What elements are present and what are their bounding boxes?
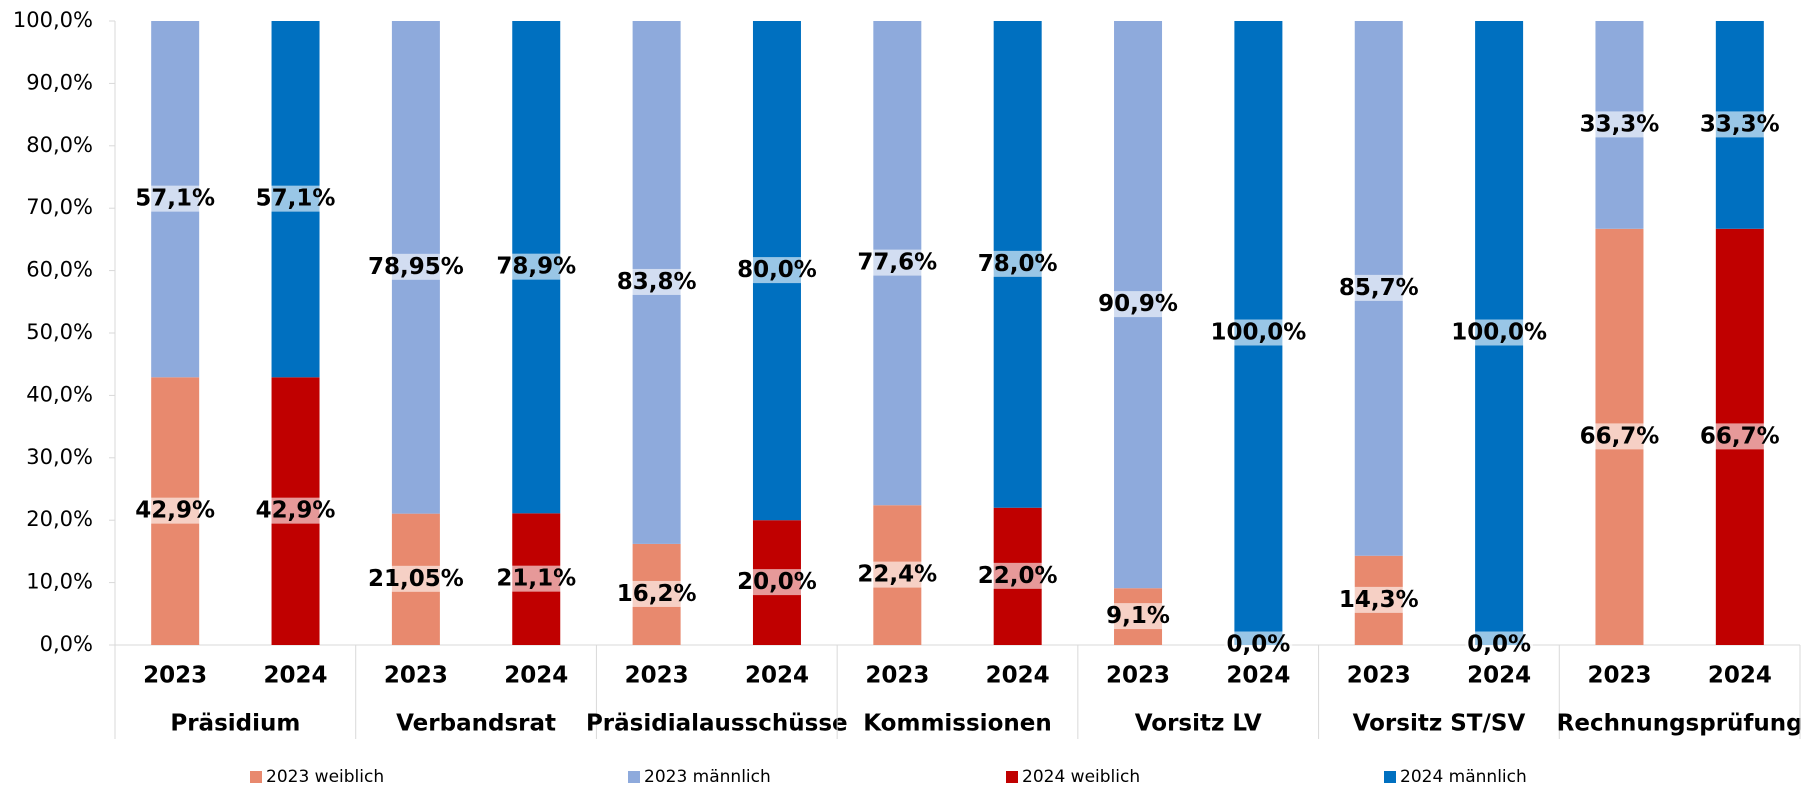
- label-box: [1224, 631, 1293, 658]
- group-label: Kommissionen: [863, 711, 1051, 737]
- data-label: 83,8%: [617, 269, 697, 295]
- y-tick-label: 50,0%: [26, 320, 93, 344]
- x-tick-label: 2023: [1347, 663, 1411, 689]
- label-box: [133, 497, 218, 524]
- label-box: [1104, 603, 1172, 630]
- label-box: [253, 185, 338, 212]
- label-box: [855, 561, 940, 588]
- y-tick-label: 0,0%: [40, 632, 93, 656]
- x-tick-label: 2023: [1587, 663, 1651, 689]
- y-tick-label: 30,0%: [26, 445, 93, 469]
- group-label: Rechnungsprüfung: [1557, 711, 1802, 737]
- label-box: [1465, 631, 1534, 658]
- data-label: 78,95%: [368, 254, 464, 280]
- legend-label: 2024 männlich: [1400, 767, 1527, 786]
- label-box: [133, 185, 218, 212]
- legend-swatch: [628, 771, 640, 783]
- data-label: 33,3%: [1580, 111, 1660, 137]
- x-tick-label: 2023: [1106, 663, 1170, 689]
- label-box: [1449, 319, 1550, 346]
- x-tick-label: 2023: [865, 663, 929, 689]
- data-label: 90,9%: [1098, 291, 1178, 317]
- x-tick-label: 2023: [384, 663, 448, 689]
- data-label: 14,3%: [1339, 587, 1419, 613]
- label-box: [855, 249, 940, 276]
- legend-swatch: [250, 771, 262, 783]
- data-label: 0,0%: [1226, 632, 1290, 658]
- data-label: 33,3%: [1700, 111, 1780, 137]
- y-tick-label: 100,0%: [13, 8, 93, 32]
- label-box: [735, 257, 819, 284]
- label-box: [1208, 319, 1309, 346]
- label-box: [975, 250, 1060, 277]
- legend-label: 2024 weiblich: [1022, 767, 1140, 786]
- data-label: 80,0%: [737, 257, 817, 283]
- group-label: Verbandsrat: [396, 711, 556, 737]
- y-tick-label: 20,0%: [26, 507, 93, 531]
- data-label: 66,7%: [1700, 423, 1780, 449]
- data-labels: 42,9% 57,1% 42,9% 57,1% 21,05% 78,95% 21,1% 78,…: [133, 111, 1782, 658]
- data-label: 22,0%: [978, 563, 1058, 589]
- data-label: 100,0%: [1210, 320, 1306, 346]
- data-label: 57,1%: [135, 186, 215, 212]
- group-label: Präsidialausschüsse: [586, 711, 848, 737]
- group-label: Präsidium: [170, 711, 300, 737]
- data-label: 16,2%: [617, 581, 697, 607]
- label-box: [614, 268, 699, 295]
- x-tick-label: 2023: [143, 663, 207, 689]
- legend-label: 2023 männlich: [644, 767, 771, 786]
- data-label: 9,1%: [1106, 603, 1170, 629]
- group-label: Vorsitz LV: [1135, 711, 1262, 737]
- label-box: [1697, 423, 1782, 450]
- x-tick-label: 2023: [625, 663, 689, 689]
- data-label: 22,4%: [857, 562, 937, 588]
- x-tick-label: 2024: [1467, 663, 1531, 689]
- data-label: 57,1%: [256, 186, 336, 212]
- y-tick-label: 60,0%: [26, 258, 93, 282]
- label-box: [1336, 586, 1421, 613]
- x-tick-label: 2024: [264, 663, 328, 689]
- data-label: 21,1%: [496, 566, 576, 592]
- data-label: 100,0%: [1451, 320, 1547, 346]
- group-label: Vorsitz ST/SV: [1353, 711, 1526, 737]
- x-tick-label: 2024: [504, 663, 568, 689]
- y-tick-label: 80,0%: [26, 133, 93, 157]
- label-box: [1096, 291, 1180, 318]
- label-box: [1577, 111, 1662, 138]
- x-tick-label: 2024: [1708, 663, 1772, 689]
- label-box: [365, 253, 466, 280]
- label-box: [1336, 274, 1421, 301]
- x-tick-label: 2024: [745, 663, 809, 689]
- legend-swatch: [1006, 771, 1018, 783]
- label-box: [735, 569, 819, 596]
- legend-label: 2023 weiblich: [266, 767, 384, 786]
- data-label: 85,7%: [1339, 275, 1419, 301]
- data-label: 77,6%: [857, 250, 937, 276]
- data-label: 42,9%: [135, 498, 215, 524]
- label-box: [494, 565, 579, 592]
- y-tick-label: 10,0%: [26, 570, 93, 594]
- x-tick-label: 2024: [986, 663, 1050, 689]
- data-label: 20,0%: [737, 569, 817, 595]
- label-box: [975, 562, 1060, 589]
- label-box: [494, 253, 579, 280]
- y-tick-label: 70,0%: [26, 195, 93, 219]
- label-box: [1697, 111, 1782, 138]
- y-tick-label: 90,0%: [26, 70, 93, 94]
- label-box: [1577, 423, 1662, 450]
- data-label: 78,9%: [496, 254, 576, 280]
- legend-swatch: [1384, 771, 1396, 783]
- data-label: 66,7%: [1580, 423, 1660, 449]
- data-label: 42,9%: [256, 498, 336, 524]
- data-label: 21,05%: [368, 566, 464, 592]
- label-box: [365, 565, 466, 592]
- data-label: 78,0%: [978, 251, 1058, 277]
- y-tick-label: 40,0%: [26, 382, 93, 406]
- label-box: [614, 580, 699, 607]
- data-label: 0,0%: [1467, 632, 1531, 658]
- x-tick-label: 2024: [1226, 663, 1290, 689]
- label-box: [253, 497, 338, 524]
